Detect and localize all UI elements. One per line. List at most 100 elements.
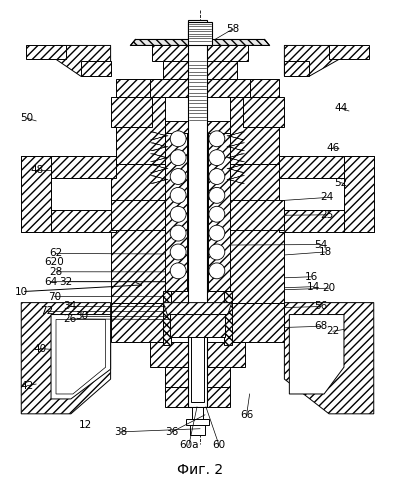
- Circle shape: [209, 225, 225, 241]
- Text: Фиг. 2: Фиг. 2: [177, 464, 223, 478]
- Polygon shape: [165, 291, 230, 302]
- Text: 56: 56: [314, 301, 328, 311]
- Polygon shape: [130, 39, 269, 45]
- Text: 70: 70: [48, 291, 61, 301]
- Polygon shape: [225, 302, 284, 342]
- Polygon shape: [26, 45, 66, 59]
- Text: 26: 26: [64, 314, 77, 324]
- Text: 12: 12: [79, 420, 92, 431]
- Polygon shape: [191, 302, 204, 402]
- Polygon shape: [51, 314, 111, 399]
- Polygon shape: [344, 156, 374, 232]
- Polygon shape: [111, 164, 170, 302]
- Text: 34: 34: [64, 301, 77, 311]
- Polygon shape: [56, 319, 105, 394]
- Polygon shape: [227, 154, 245, 162]
- Circle shape: [209, 150, 225, 166]
- Polygon shape: [21, 210, 116, 232]
- Polygon shape: [186, 419, 209, 425]
- Text: 38: 38: [115, 427, 128, 437]
- Polygon shape: [150, 143, 168, 151]
- Polygon shape: [81, 61, 111, 76]
- Polygon shape: [329, 45, 369, 59]
- Circle shape: [170, 131, 186, 147]
- Polygon shape: [163, 302, 232, 314]
- Text: 46: 46: [326, 143, 339, 153]
- Circle shape: [170, 225, 186, 241]
- Polygon shape: [279, 156, 374, 178]
- Polygon shape: [150, 165, 168, 173]
- Text: 54: 54: [314, 240, 328, 250]
- Circle shape: [209, 188, 225, 203]
- Polygon shape: [243, 97, 284, 127]
- Text: 30: 30: [75, 311, 88, 321]
- Text: 16: 16: [305, 272, 318, 282]
- Polygon shape: [290, 314, 344, 394]
- Polygon shape: [230, 200, 284, 230]
- Polygon shape: [150, 342, 245, 367]
- Polygon shape: [165, 387, 230, 407]
- Polygon shape: [150, 154, 168, 162]
- Text: 25: 25: [320, 210, 333, 220]
- Polygon shape: [165, 121, 230, 133]
- Text: 18: 18: [318, 247, 331, 257]
- Polygon shape: [56, 45, 111, 76]
- Circle shape: [209, 206, 225, 222]
- Polygon shape: [21, 302, 111, 414]
- Text: 22: 22: [326, 326, 339, 336]
- Polygon shape: [111, 97, 152, 127]
- Polygon shape: [150, 79, 250, 97]
- Circle shape: [170, 244, 186, 260]
- Text: 68: 68: [314, 321, 328, 331]
- Text: 60a: 60a: [179, 440, 199, 450]
- Text: 62: 62: [50, 249, 63, 258]
- Text: 58: 58: [226, 24, 239, 34]
- Polygon shape: [111, 200, 165, 230]
- Polygon shape: [116, 79, 165, 164]
- Polygon shape: [152, 45, 248, 61]
- Circle shape: [170, 169, 186, 185]
- Text: 20: 20: [322, 283, 335, 293]
- Polygon shape: [279, 178, 344, 210]
- Polygon shape: [225, 164, 284, 302]
- Polygon shape: [227, 132, 245, 140]
- Polygon shape: [190, 425, 205, 435]
- Circle shape: [170, 263, 186, 279]
- Polygon shape: [284, 61, 309, 76]
- Text: 72: 72: [40, 306, 53, 316]
- Polygon shape: [208, 127, 230, 291]
- Text: 10: 10: [15, 286, 28, 296]
- Polygon shape: [170, 309, 225, 337]
- Circle shape: [209, 244, 225, 260]
- Text: 50: 50: [20, 113, 34, 123]
- Polygon shape: [227, 165, 245, 173]
- Polygon shape: [21, 156, 51, 232]
- Circle shape: [209, 131, 225, 147]
- Polygon shape: [51, 178, 111, 210]
- Polygon shape: [230, 79, 279, 164]
- Polygon shape: [188, 19, 207, 407]
- Polygon shape: [111, 302, 170, 342]
- Text: 64: 64: [44, 277, 57, 287]
- Text: 32: 32: [60, 277, 73, 287]
- Text: 620: 620: [45, 257, 64, 267]
- Polygon shape: [284, 45, 339, 76]
- Polygon shape: [188, 21, 212, 45]
- Text: 14: 14: [307, 281, 320, 291]
- Polygon shape: [192, 407, 203, 435]
- Polygon shape: [165, 367, 230, 387]
- Polygon shape: [21, 156, 116, 178]
- Circle shape: [209, 263, 225, 279]
- Polygon shape: [163, 291, 171, 345]
- Polygon shape: [150, 132, 168, 140]
- Text: 60: 60: [213, 440, 226, 450]
- Text: 24: 24: [320, 193, 333, 203]
- Polygon shape: [150, 176, 168, 184]
- Polygon shape: [279, 210, 374, 232]
- Circle shape: [170, 188, 186, 203]
- Text: 36: 36: [166, 427, 179, 437]
- Polygon shape: [227, 176, 245, 184]
- Text: 44: 44: [334, 103, 347, 113]
- Polygon shape: [284, 302, 374, 414]
- Circle shape: [209, 169, 225, 185]
